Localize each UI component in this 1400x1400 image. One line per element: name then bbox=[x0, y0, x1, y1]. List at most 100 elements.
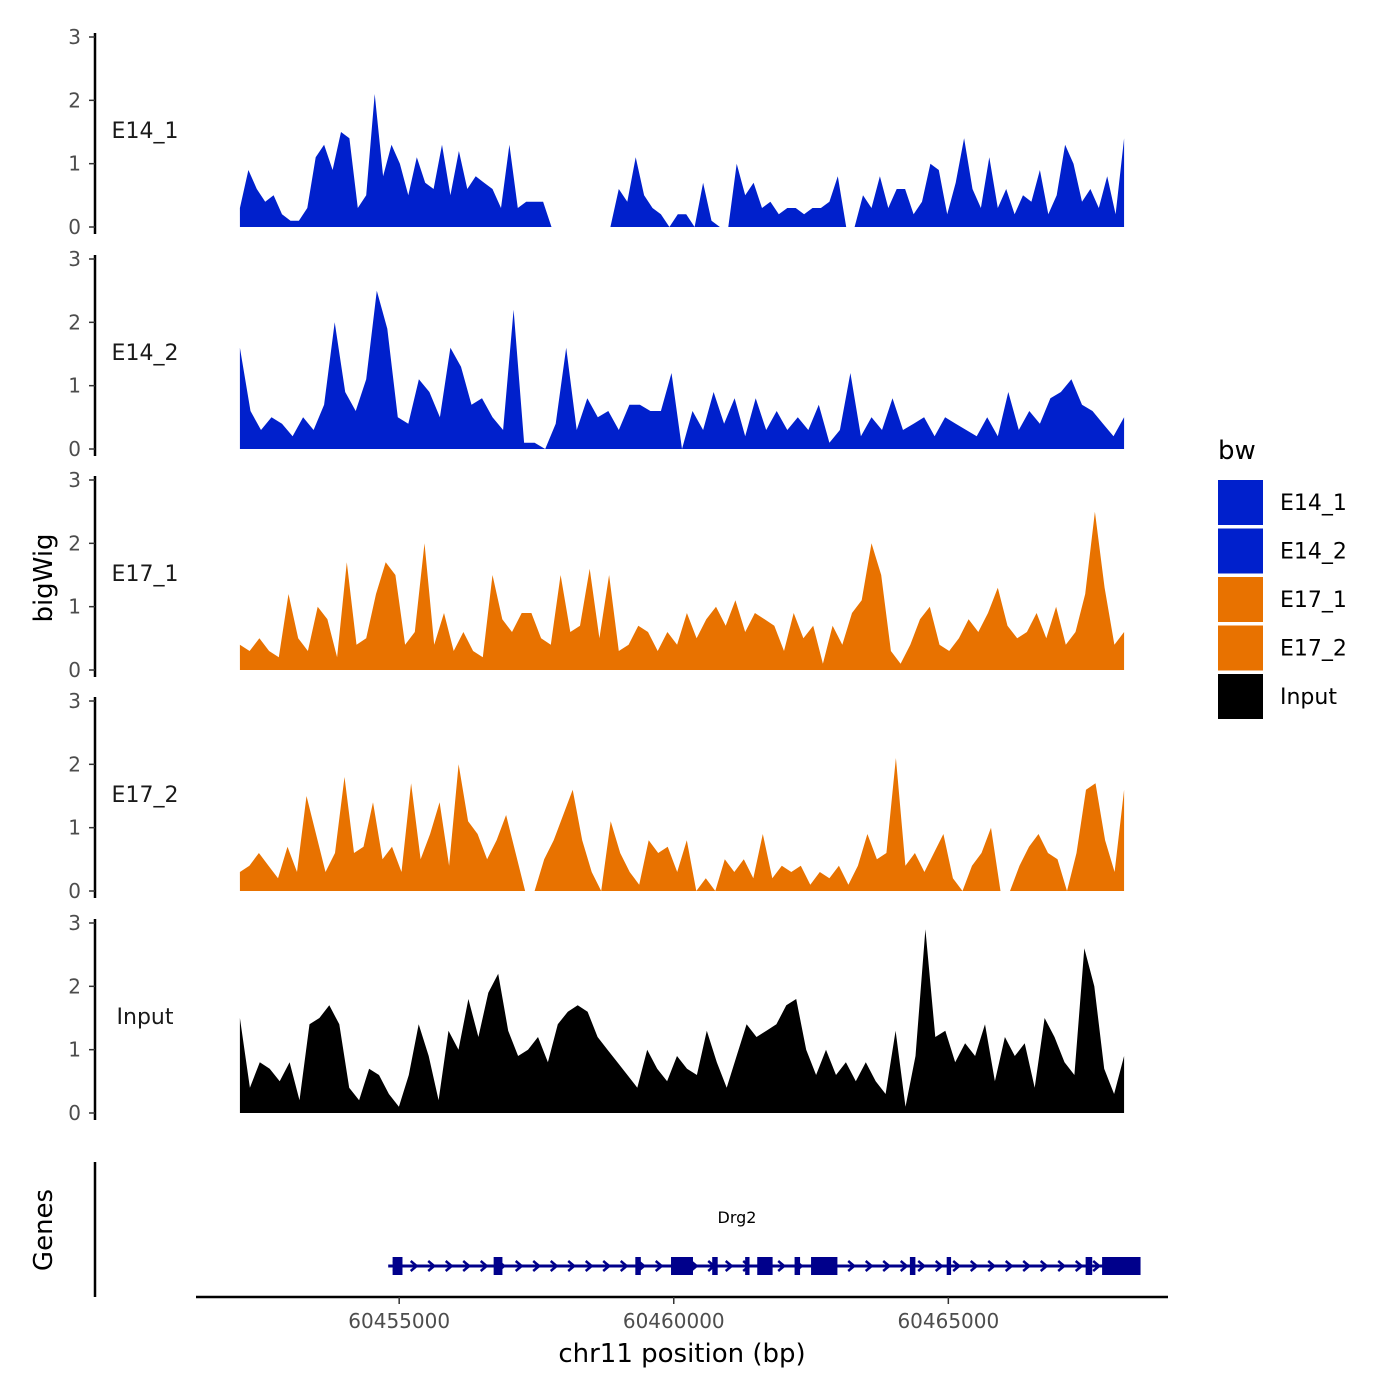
area-Input bbox=[239, 929, 1125, 1113]
y-tick-label: 2 bbox=[68, 752, 81, 776]
y-tick-label: 0 bbox=[68, 879, 81, 903]
gene-label: Drg2 bbox=[718, 1208, 757, 1227]
strand-arrow bbox=[777, 1260, 787, 1272]
exon-block bbox=[757, 1257, 773, 1275]
strand-arrow bbox=[479, 1260, 489, 1272]
strand-arrow bbox=[917, 1260, 927, 1272]
strand-arrow bbox=[1039, 1260, 1049, 1272]
strand-arrow bbox=[724, 1260, 734, 1272]
legend: bw E14_1 E14_2 E17_1 E17_2 Input bbox=[1218, 436, 1347, 719]
strand-arrow bbox=[1022, 1260, 1032, 1272]
y-tick-label: 0 bbox=[68, 658, 81, 682]
y-tick-label: 0 bbox=[68, 1101, 81, 1125]
track-E17_2: 0 1 2 3 E17_2 bbox=[68, 689, 1125, 903]
strand-arrow bbox=[584, 1260, 594, 1272]
strand-arrow bbox=[1057, 1260, 1067, 1272]
exon-block bbox=[671, 1257, 693, 1275]
y-tick-label: 2 bbox=[68, 531, 81, 555]
exon-block bbox=[1102, 1257, 1141, 1275]
y-tick-label: 1 bbox=[68, 816, 81, 840]
strand-arrow bbox=[882, 1260, 892, 1272]
x-tick-label: 60465000 bbox=[897, 1309, 999, 1333]
track-E14_1: 0 1 2 3 E14_1 bbox=[68, 25, 1125, 239]
strand-arrow bbox=[514, 1260, 524, 1272]
legend-label-E17_1: E17_1 bbox=[1280, 588, 1347, 613]
exon-block bbox=[909, 1257, 916, 1275]
track-label-E17_2: E17_2 bbox=[112, 783, 179, 808]
track-E17_1: 0 1 2 3 E17_1 bbox=[68, 468, 1125, 682]
y-tick-label: 2 bbox=[68, 310, 81, 334]
legend-key-E17_1 bbox=[1218, 577, 1263, 622]
legend-label-Input: Input bbox=[1280, 685, 1337, 710]
strand-arrow bbox=[969, 1260, 979, 1272]
y-tick-label: 1 bbox=[68, 152, 81, 176]
y-tick-label: 1 bbox=[68, 595, 81, 619]
exon-block bbox=[794, 1257, 801, 1275]
y-tick-label: 0 bbox=[68, 215, 81, 239]
strand-arrow bbox=[532, 1260, 542, 1272]
y-tick-label: 3 bbox=[68, 25, 81, 49]
y-tick-label: 1 bbox=[68, 1038, 81, 1062]
track-label-E14_1: E14_1 bbox=[112, 119, 179, 144]
legend-title: bw bbox=[1218, 436, 1256, 466]
strand-arrow bbox=[1074, 1260, 1084, 1272]
track-label-E17_1: E17_1 bbox=[112, 562, 179, 587]
y-tick-label: 1 bbox=[68, 374, 81, 398]
y-tick-label: 2 bbox=[68, 88, 81, 112]
strand-arrow bbox=[899, 1260, 909, 1272]
y-tick-label: 3 bbox=[68, 689, 81, 713]
strand-arrow bbox=[567, 1260, 577, 1272]
strand-arrow bbox=[444, 1260, 454, 1272]
strand-arrow bbox=[987, 1260, 997, 1272]
track-label-E14_2: E14_2 bbox=[112, 341, 179, 366]
gene-Drg2: Drg2 bbox=[388, 1208, 1141, 1275]
strand-arrow bbox=[934, 1260, 944, 1272]
track-Input: 0 1 2 3 Input bbox=[68, 911, 1125, 1125]
strand-arrow bbox=[427, 1260, 437, 1272]
legend-key-E17_2 bbox=[1218, 625, 1263, 671]
y-tick-label: 0 bbox=[68, 437, 81, 461]
exon-block bbox=[635, 1257, 641, 1275]
y-tick-label: 3 bbox=[68, 468, 81, 492]
track-E14_2: 0 1 2 3 E14_2 bbox=[68, 247, 1125, 461]
y-tick-label: 2 bbox=[68, 974, 81, 998]
exon-block bbox=[745, 1257, 750, 1275]
genes-panel: Drg2 bbox=[93, 1162, 1141, 1297]
genes-axis-title: Genes bbox=[29, 1189, 59, 1271]
area-E17_2 bbox=[239, 758, 1125, 891]
legend-key-Input bbox=[1218, 674, 1263, 719]
x-axis-title: chr11 position (bp) bbox=[558, 1339, 805, 1369]
tracks-group: 0 1 2 3 E14_1 0 1 2 3 E14_2 0 1 2 3 E17_1 0 1 2 3 E17_2 0 1 2 3… bbox=[68, 25, 1125, 1125]
legend-key-E14_2 bbox=[1218, 528, 1263, 574]
exon-block bbox=[493, 1257, 503, 1275]
legend-label-E17_2: E17_2 bbox=[1280, 637, 1347, 662]
exon-block bbox=[811, 1257, 838, 1275]
legend-label-E14_1: E14_1 bbox=[1280, 491, 1347, 516]
x-axis: 60455000 60460000 60465000 bbox=[196, 1295, 1168, 1333]
y-tick-label: 3 bbox=[68, 911, 81, 935]
strand-arrow bbox=[549, 1260, 559, 1272]
strand-arrow bbox=[1092, 1260, 1102, 1272]
strand-arrow bbox=[1004, 1260, 1014, 1272]
legend-label-E14_2: E14_2 bbox=[1280, 540, 1347, 565]
area-E17_1 bbox=[239, 511, 1125, 670]
x-tick-label: 60455000 bbox=[348, 1309, 450, 1333]
strand-arrow bbox=[847, 1260, 857, 1272]
track-label-Input: Input bbox=[117, 1005, 174, 1030]
strand-arrow bbox=[409, 1260, 419, 1272]
exon-block bbox=[1085, 1257, 1093, 1275]
legend-key-E14_1 bbox=[1218, 480, 1263, 525]
strand-arrow bbox=[462, 1260, 472, 1272]
strand-arrow bbox=[619, 1260, 629, 1272]
exon-block bbox=[712, 1257, 718, 1275]
exon-block bbox=[392, 1257, 403, 1275]
exon-block bbox=[946, 1257, 952, 1275]
y-tick-label: 3 bbox=[68, 247, 81, 271]
area-E14_1 bbox=[239, 94, 1125, 227]
strand-arrow bbox=[602, 1260, 612, 1272]
strand-arrow bbox=[952, 1260, 962, 1272]
y-axis-title: bigWig bbox=[29, 533, 59, 622]
strand-arrow bbox=[864, 1260, 874, 1272]
x-tick-label: 60460000 bbox=[623, 1309, 725, 1333]
